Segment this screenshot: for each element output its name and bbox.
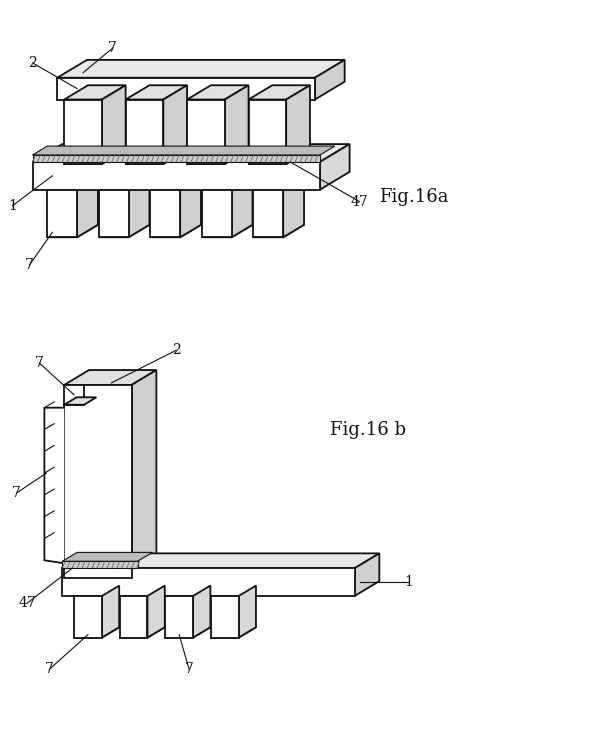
Polygon shape (249, 86, 310, 100)
Polygon shape (239, 586, 256, 638)
Polygon shape (225, 86, 249, 164)
Polygon shape (33, 146, 335, 155)
Polygon shape (211, 627, 256, 638)
Polygon shape (64, 100, 102, 164)
Polygon shape (202, 225, 252, 237)
Polygon shape (74, 596, 102, 638)
Text: 47: 47 (18, 596, 36, 610)
Polygon shape (150, 190, 180, 237)
Polygon shape (254, 190, 283, 237)
Polygon shape (33, 162, 320, 190)
Text: 7: 7 (185, 662, 193, 676)
Polygon shape (126, 100, 163, 164)
Polygon shape (99, 190, 128, 237)
Polygon shape (57, 60, 344, 78)
Polygon shape (64, 370, 157, 385)
Polygon shape (62, 553, 152, 561)
Polygon shape (77, 177, 98, 237)
Polygon shape (47, 190, 77, 237)
Text: Fig.16a: Fig.16a (379, 188, 449, 206)
Polygon shape (120, 596, 147, 638)
Polygon shape (128, 177, 149, 237)
Polygon shape (64, 398, 96, 405)
Text: 7: 7 (108, 41, 117, 55)
Polygon shape (354, 554, 379, 596)
Polygon shape (62, 554, 379, 568)
Polygon shape (120, 627, 165, 638)
Text: 7: 7 (25, 258, 34, 272)
Polygon shape (286, 86, 310, 164)
Text: 7: 7 (35, 356, 44, 370)
Polygon shape (62, 561, 138, 568)
Polygon shape (131, 370, 157, 578)
Polygon shape (165, 596, 193, 638)
Text: Fig.16 b: Fig.16 b (330, 421, 406, 439)
Polygon shape (211, 596, 239, 638)
Polygon shape (202, 190, 231, 237)
Polygon shape (231, 177, 252, 237)
Polygon shape (126, 150, 187, 164)
Polygon shape (165, 627, 211, 638)
Polygon shape (254, 225, 304, 237)
Polygon shape (33, 155, 320, 162)
Polygon shape (102, 86, 126, 164)
Polygon shape (187, 100, 225, 164)
Polygon shape (187, 86, 249, 100)
Polygon shape (126, 86, 187, 100)
Polygon shape (44, 408, 64, 563)
Polygon shape (150, 225, 201, 237)
Polygon shape (180, 177, 201, 237)
Polygon shape (187, 150, 249, 164)
Polygon shape (64, 385, 131, 578)
Polygon shape (62, 568, 354, 596)
Text: 2: 2 (172, 344, 181, 357)
Polygon shape (249, 150, 310, 164)
Text: 47: 47 (351, 194, 368, 208)
Polygon shape (320, 144, 349, 190)
Polygon shape (64, 86, 126, 100)
Polygon shape (193, 586, 211, 638)
Polygon shape (64, 150, 126, 164)
Polygon shape (147, 586, 165, 638)
Polygon shape (47, 225, 98, 237)
Polygon shape (283, 177, 304, 237)
Polygon shape (163, 86, 187, 164)
Text: 7: 7 (12, 486, 21, 500)
Polygon shape (74, 627, 119, 638)
Polygon shape (57, 78, 315, 100)
Polygon shape (99, 225, 149, 237)
Text: 7: 7 (45, 662, 54, 676)
Polygon shape (64, 385, 131, 578)
Text: 1: 1 (405, 575, 413, 589)
Polygon shape (33, 144, 349, 162)
Text: 2: 2 (28, 56, 37, 70)
Polygon shape (249, 100, 286, 164)
Polygon shape (102, 586, 119, 638)
Polygon shape (315, 60, 344, 100)
Text: 1: 1 (8, 199, 17, 212)
